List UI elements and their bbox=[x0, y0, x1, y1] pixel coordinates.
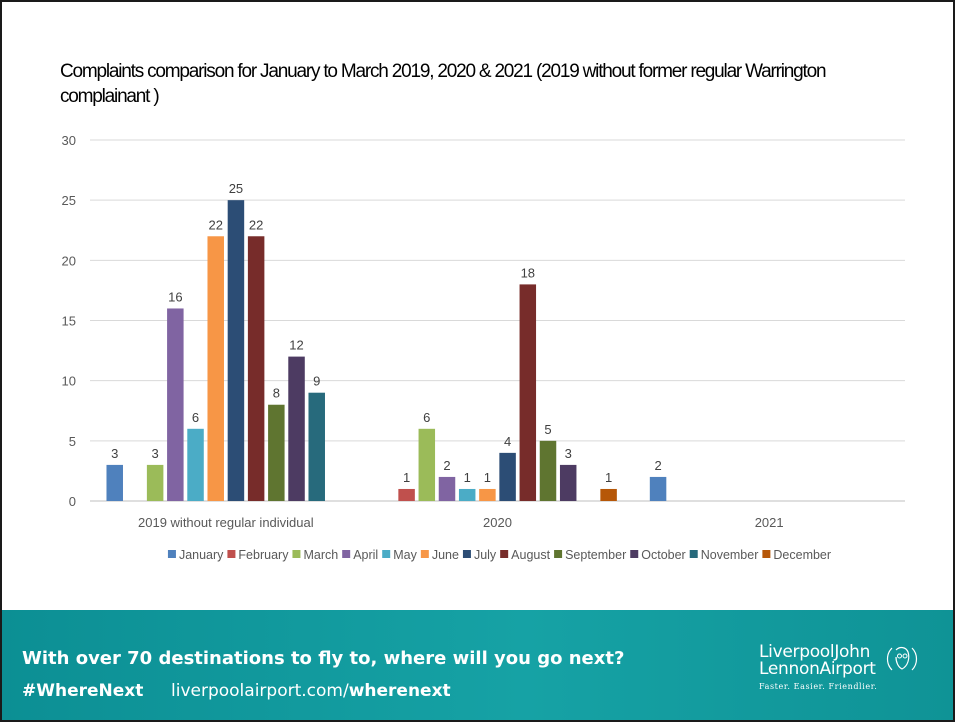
bar bbox=[227, 200, 245, 501]
data-label: 3 bbox=[152, 446, 159, 461]
legend-swatch bbox=[167, 550, 176, 558]
bar bbox=[207, 236, 224, 501]
legend-label: June bbox=[432, 548, 459, 562]
bar bbox=[539, 440, 557, 501]
bar bbox=[268, 404, 285, 501]
data-label: 4 bbox=[504, 434, 511, 449]
data-label: 25 bbox=[229, 181, 243, 196]
y-tick-label: 0 bbox=[69, 494, 76, 509]
x-tick-label: 2021 bbox=[755, 515, 784, 530]
bar bbox=[418, 428, 436, 501]
legend-label: July bbox=[474, 548, 497, 562]
logo-slogan: Faster. Easier. Friendlier. bbox=[759, 682, 878, 691]
data-label: 1 bbox=[403, 470, 410, 485]
bar bbox=[499, 452, 516, 501]
bar bbox=[167, 308, 184, 501]
x-tick-label: 2020 bbox=[483, 515, 512, 530]
bar bbox=[519, 284, 537, 501]
legend-label: February bbox=[238, 548, 289, 562]
bar bbox=[308, 392, 325, 501]
bar bbox=[288, 356, 305, 501]
legend-label: March bbox=[303, 548, 338, 562]
lennon-face-icon bbox=[886, 646, 918, 671]
legend-label: December bbox=[773, 548, 831, 562]
data-label: 6 bbox=[423, 410, 430, 425]
x-tick-label: 2019 without regular individual bbox=[138, 515, 314, 530]
legend-swatch bbox=[630, 550, 639, 558]
bar bbox=[649, 476, 667, 501]
legend-swatch bbox=[554, 550, 563, 558]
legend-swatch bbox=[382, 550, 391, 558]
data-label: 16 bbox=[168, 289, 182, 304]
legend-swatch bbox=[462, 550, 471, 558]
data-label: 8 bbox=[273, 386, 280, 401]
bar bbox=[458, 488, 476, 501]
footer-banner: With over 70 destinations to fly to, whe… bbox=[2, 610, 953, 720]
legend-label: November bbox=[701, 548, 759, 562]
data-label: 2 bbox=[654, 458, 661, 473]
legend-swatch bbox=[292, 550, 301, 558]
data-label: 12 bbox=[289, 338, 303, 353]
data-label: 6 bbox=[192, 410, 199, 425]
data-label: 9 bbox=[313, 374, 320, 389]
data-label: 5 bbox=[544, 422, 551, 437]
bar bbox=[247, 236, 265, 501]
footer-url-bold: wherenext bbox=[348, 681, 451, 701]
y-tick-label: 30 bbox=[62, 133, 76, 148]
data-label: 22 bbox=[249, 217, 263, 232]
footer-hashtag[interactable]: #WhereNext bbox=[22, 681, 144, 701]
data-label: 3 bbox=[565, 446, 572, 461]
legend-swatch bbox=[342, 550, 351, 558]
data-label: 22 bbox=[208, 217, 222, 232]
legend-swatch bbox=[689, 550, 698, 558]
bar bbox=[559, 464, 577, 501]
bar bbox=[106, 464, 123, 501]
legend-label: April bbox=[353, 548, 378, 562]
y-tick-label: 5 bbox=[69, 434, 76, 449]
legend-swatch bbox=[762, 550, 771, 558]
legend-swatch bbox=[227, 550, 236, 558]
data-label: 1 bbox=[464, 470, 471, 485]
footer-url-base: liverpoolairport.com/ bbox=[171, 681, 349, 701]
legend-swatch bbox=[420, 550, 429, 558]
legend-label: October bbox=[641, 548, 685, 562]
bar bbox=[146, 464, 164, 501]
chart-title: Complaints comparison for January to Mar… bbox=[60, 61, 827, 107]
data-label: 3 bbox=[111, 446, 118, 461]
bar bbox=[187, 428, 204, 501]
y-tick-label: 15 bbox=[62, 314, 76, 329]
data-label: 18 bbox=[521, 265, 535, 280]
y-tick-label: 20 bbox=[62, 253, 76, 268]
y-tick-label: 25 bbox=[62, 193, 76, 208]
legend-label: January bbox=[179, 548, 224, 562]
bar bbox=[438, 476, 456, 501]
airport-logo: LiverpoolJohn LennonAirport Faster. Easi… bbox=[759, 642, 918, 691]
data-label: 1 bbox=[484, 470, 491, 485]
legend-swatch bbox=[500, 550, 509, 558]
data-label: 1 bbox=[605, 470, 612, 485]
legend-label: September bbox=[565, 548, 626, 562]
footer-tagline: With over 70 destinations to fly to, whe… bbox=[22, 648, 625, 669]
footer-url[interactable]: liverpoolairport.com/wherenext bbox=[171, 681, 451, 701]
bar bbox=[479, 488, 496, 501]
legend-label: May bbox=[393, 548, 417, 562]
logo-line-2: LennonAirport bbox=[759, 659, 876, 679]
y-tick-label: 10 bbox=[62, 374, 76, 389]
bar bbox=[600, 488, 617, 501]
data-label: 2 bbox=[443, 458, 450, 473]
legend-label: August bbox=[511, 548, 550, 562]
bar bbox=[398, 488, 415, 501]
logo-line-1: LiverpoolJohn bbox=[759, 642, 871, 662]
